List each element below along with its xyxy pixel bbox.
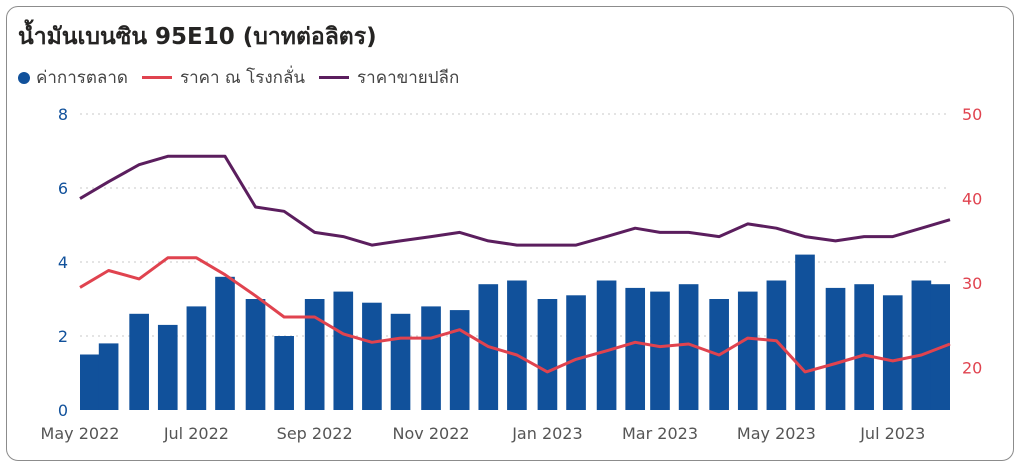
y-left-tick-label: 4 <box>58 253 68 272</box>
legend-line-icon <box>319 76 350 79</box>
bar <box>274 336 294 410</box>
retail-price-line <box>79 154 951 247</box>
bar <box>825 287 846 410</box>
legend-item-marketing-margin[interactable]: ค่าการตลาด <box>18 64 128 91</box>
bar <box>678 284 699 410</box>
y-left-tick-label: 2 <box>58 327 68 346</box>
y-left-tick-label: 8 <box>58 105 68 124</box>
bar <box>304 299 325 410</box>
bar <box>157 324 178 410</box>
x-tick-label: Jan 2023 <box>511 424 582 443</box>
x-tick-label: Sep 2022 <box>277 424 353 443</box>
y-right-tick-label: 30 <box>962 274 982 293</box>
x-tick-label: Mar 2023 <box>622 424 698 443</box>
bar <box>245 299 266 410</box>
bar <box>449 310 470 410</box>
legend: ค่าการตลาด ราคา ณ โรงกลั่น ราคาขายปลีก <box>18 64 473 91</box>
bar <box>186 306 207 410</box>
bar <box>854 284 874 410</box>
x-tick-label: Nov 2022 <box>393 424 470 443</box>
y-right-tick-label: 50 <box>962 105 982 124</box>
bar <box>537 299 558 410</box>
bar <box>421 306 441 410</box>
x-tick-label: Jul 2023 <box>859 424 925 443</box>
y-left-tick-label: 0 <box>58 401 68 420</box>
bar <box>98 343 119 410</box>
legend-dot-icon <box>18 71 30 84</box>
bar <box>911 280 932 410</box>
legend-label: ค่าการตลาด <box>36 68 128 88</box>
bar <box>625 287 646 410</box>
bar <box>650 291 670 410</box>
bar <box>766 280 787 410</box>
bar <box>129 313 149 410</box>
bar <box>737 291 758 410</box>
bar <box>596 280 617 410</box>
x-tick-label: Jul 2022 <box>163 424 229 443</box>
legend-label: ราคาขายปลีก <box>357 68 460 88</box>
legend-item-refinery-price[interactable]: ราคา ณ โรงกลั่น <box>141 64 306 91</box>
y-right-tick-label: 40 <box>962 190 982 209</box>
bar <box>566 295 586 410</box>
bar <box>362 302 382 410</box>
legend-line-icon <box>141 76 172 79</box>
refinery-price-line <box>79 256 951 374</box>
bar <box>390 313 411 410</box>
bar <box>882 295 903 410</box>
bar <box>507 280 527 410</box>
legend-label: ราคา ณ โรงกลั่น <box>179 68 306 88</box>
x-tick-label: May 2022 <box>41 424 120 443</box>
x-tick-label: May 2023 <box>737 424 816 443</box>
chart-title: น้ำมันเบนซิน 95E10 (บาทต่อลิตร) <box>18 24 377 50</box>
bar <box>333 291 354 410</box>
y-left-tick-label: 6 <box>58 179 68 198</box>
bar <box>795 254 815 410</box>
bar <box>80 354 100 410</box>
bar <box>215 276 235 410</box>
legend-item-retail-price[interactable]: ราคาขายปลีก <box>319 64 459 91</box>
y-right-tick-label: 20 <box>962 359 982 378</box>
